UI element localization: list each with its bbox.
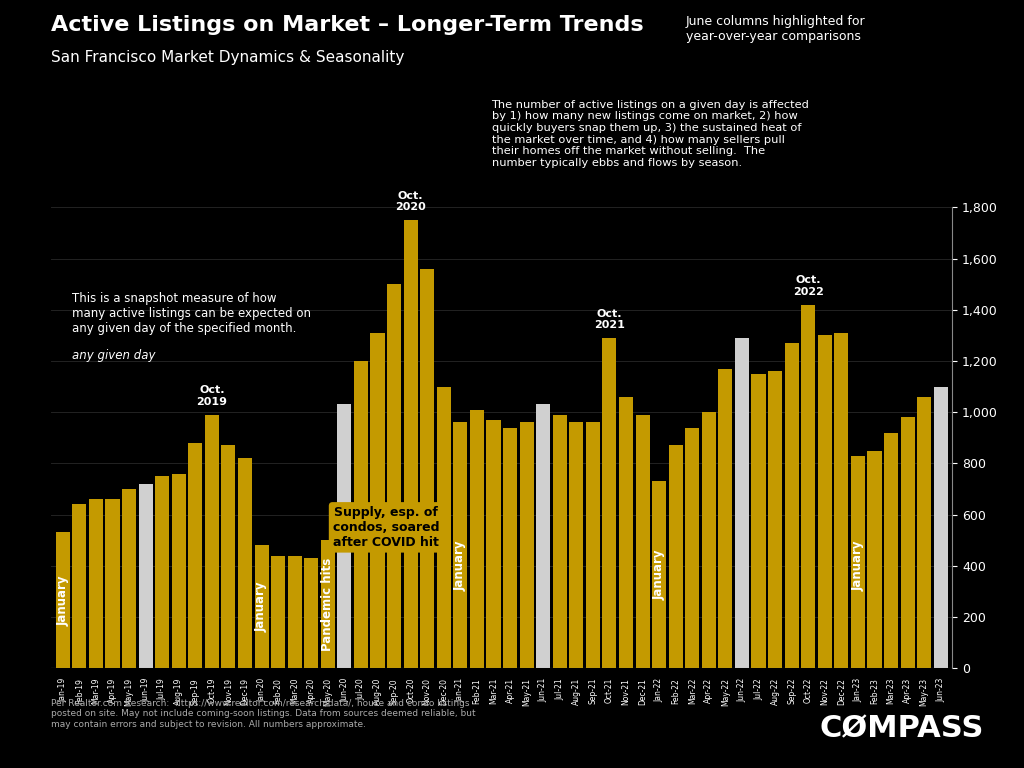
Bar <box>934 386 948 668</box>
Bar <box>337 405 351 668</box>
Bar <box>519 422 534 668</box>
Bar <box>618 397 633 668</box>
Bar <box>884 432 898 668</box>
Bar <box>105 499 120 668</box>
Bar <box>900 417 914 668</box>
Bar <box>801 305 815 668</box>
Text: The number of active listings on a given day is affected
by 1) how many new list: The number of active listings on a given… <box>492 100 809 168</box>
Text: January: January <box>255 581 268 632</box>
Bar <box>205 415 219 668</box>
Bar <box>420 269 434 668</box>
Bar <box>354 361 368 668</box>
Bar <box>752 374 766 668</box>
Text: Pandemic hits: Pandemic hits <box>322 558 334 650</box>
Bar <box>918 397 931 668</box>
Bar <box>188 443 203 668</box>
Text: January: January <box>454 541 467 591</box>
Bar <box>89 499 103 668</box>
Bar <box>255 545 268 668</box>
Text: Oct.
2022: Oct. 2022 <box>793 276 823 297</box>
Bar <box>321 540 335 668</box>
Bar <box>652 482 667 668</box>
Text: June columns highlighted for
year-over-year comparisons: June columns highlighted for year-over-y… <box>686 15 865 43</box>
Text: any given day: any given day <box>72 349 156 362</box>
Bar <box>835 333 848 668</box>
Bar <box>221 445 236 668</box>
Bar <box>537 405 550 668</box>
Text: Oct.
2019: Oct. 2019 <box>197 386 227 407</box>
Bar <box>73 505 86 668</box>
Bar <box>569 422 584 668</box>
Bar <box>172 474 185 668</box>
Bar <box>818 336 831 668</box>
Text: Oct.
2021: Oct. 2021 <box>594 309 625 330</box>
Bar <box>371 333 385 668</box>
Text: Oct.
2020: Oct. 2020 <box>395 191 426 213</box>
Text: January: January <box>56 575 70 626</box>
Bar <box>586 422 600 668</box>
Bar <box>701 412 716 668</box>
Bar <box>669 445 683 668</box>
Bar <box>784 343 799 668</box>
Bar <box>387 284 401 668</box>
Bar <box>470 409 484 668</box>
Bar <box>867 451 882 668</box>
Text: This is a snapshot measure of how
many active listings can be expected on
any gi: This is a snapshot measure of how many a… <box>72 292 310 335</box>
Bar <box>553 415 566 668</box>
Bar <box>55 532 70 668</box>
Bar <box>403 220 418 668</box>
Bar <box>851 455 865 668</box>
Bar <box>271 555 285 668</box>
Bar <box>486 420 501 668</box>
Bar <box>454 422 467 668</box>
Bar <box>288 555 302 668</box>
Text: Supply, esp. of
condos, soared
after COVID hit: Supply, esp. of condos, soared after COV… <box>333 506 439 549</box>
Bar <box>685 428 699 668</box>
Bar <box>138 484 153 668</box>
Text: CØMPASS: CØMPASS <box>819 714 984 743</box>
Text: Per Realtor.com Research:  https://www.realtor.com/research/data/, house and con: Per Realtor.com Research: https://www.re… <box>51 699 476 729</box>
Bar <box>636 415 649 668</box>
Text: San Francisco Market Dynamics & Seasonality: San Francisco Market Dynamics & Seasonal… <box>51 50 404 65</box>
Text: January: January <box>851 541 864 591</box>
Bar <box>719 369 732 668</box>
Bar <box>768 371 782 668</box>
Bar <box>503 428 517 668</box>
Bar <box>735 338 749 668</box>
Bar <box>304 558 318 668</box>
Bar <box>437 386 451 668</box>
Bar <box>602 338 616 668</box>
Bar <box>156 476 169 668</box>
Bar <box>238 458 252 668</box>
Bar <box>122 489 136 668</box>
Text: Active Listings on Market – Longer-Term Trends: Active Listings on Market – Longer-Term … <box>51 15 644 35</box>
Text: January: January <box>652 549 666 600</box>
